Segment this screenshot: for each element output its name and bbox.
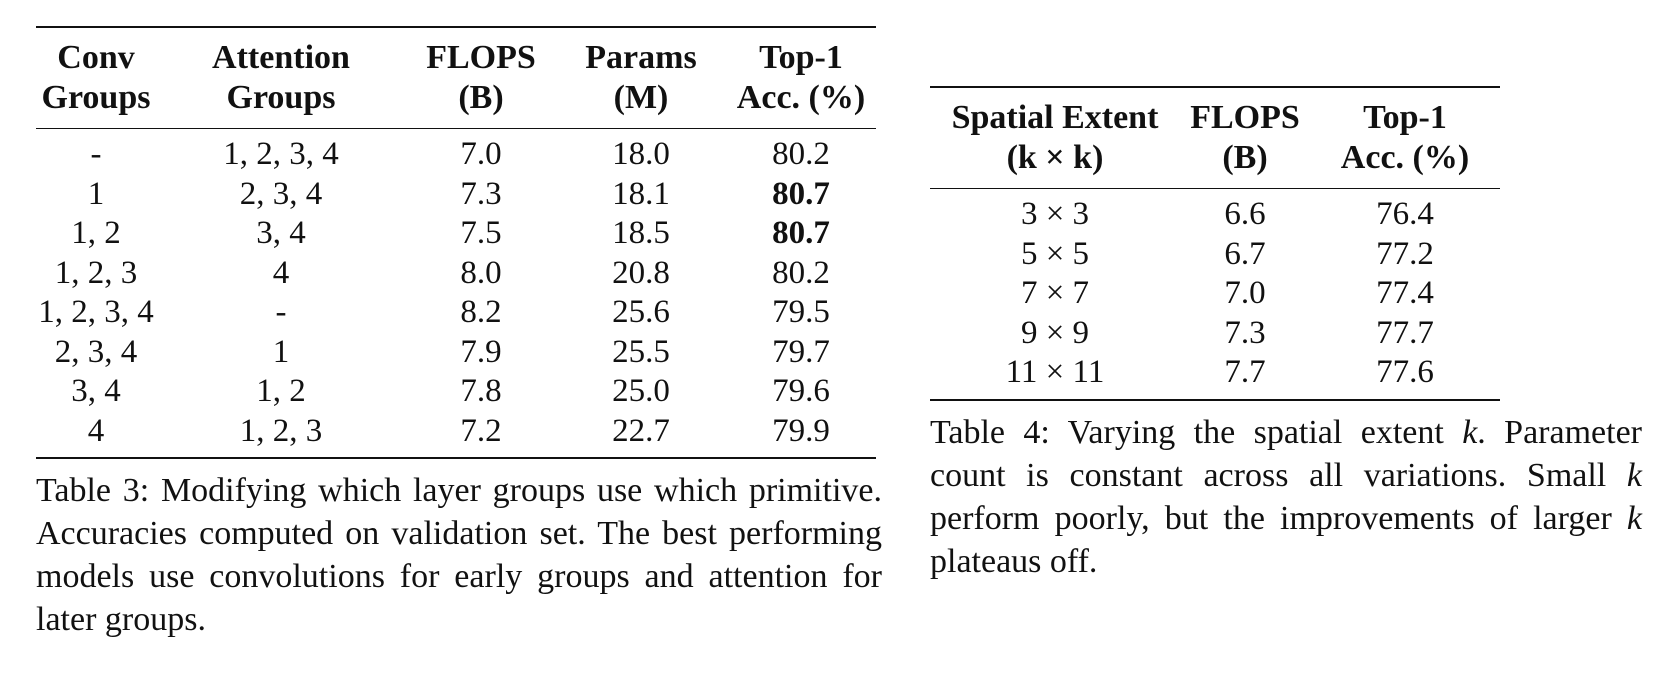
header-flops: FLOPS <box>1190 99 1300 136</box>
cell: - <box>90 136 102 172</box>
cell: 77.4 <box>1376 275 1434 311</box>
cell: 80.2 <box>772 254 830 291</box>
header-top1-unit: Acc. (%) <box>1310 138 1500 189</box>
cell: 8.0 <box>460 254 502 291</box>
table-3-block: Conv Attention FLOPS Params Top-1 Groups… <box>36 26 882 641</box>
header-spatial-extent: Spatial Extent <box>951 99 1159 136</box>
table-row: 1, 2 3, 4 7.5 18.5 80.7 <box>36 214 876 254</box>
cell: 79.9 <box>772 412 830 449</box>
cell: 6.7 <box>1224 235 1266 272</box>
caption-text: plateaus off. <box>930 542 1098 580</box>
cell: 79.6 <box>772 373 830 409</box>
caption-text: Table 4: Varying the spatial extent <box>930 413 1463 451</box>
cell: 1 <box>87 175 105 212</box>
cell: 25.5 <box>612 333 670 370</box>
cell: 7.0 <box>1224 275 1266 311</box>
cell: 25.0 <box>612 373 670 409</box>
table-4-block: Spatial Extent FLOPS Top-1 (k × k) (B) A… <box>930 86 1650 583</box>
cell: 2, 3, 4 <box>239 175 323 212</box>
cell: 1, 2, 3 <box>239 412 323 449</box>
cell: 1, 2 <box>256 373 306 409</box>
table-row: 11 × 11 7.7 77.6 <box>930 353 1500 400</box>
cell: 7.2 <box>460 412 502 449</box>
table-row: 3, 4 1, 2 7.8 25.0 79.6 <box>36 372 876 412</box>
cell: 4 <box>272 254 290 291</box>
table-3: Conv Attention FLOPS Params Top-1 Groups… <box>36 26 876 459</box>
header-top1: Top-1 <box>1363 99 1447 136</box>
cell: 7.0 <box>460 136 502 172</box>
header-flops-unit: (B) <box>1180 138 1310 189</box>
header-flops: FLOPS <box>426 39 536 76</box>
caption-variable-k: k <box>1626 499 1642 537</box>
table-row: 9 × 9 7.3 77.7 <box>930 314 1500 354</box>
header-params: Params <box>585 39 697 76</box>
cell: 77.6 <box>1376 354 1434 390</box>
cell: 7.9 <box>460 333 502 370</box>
cell: 2, 3, 4 <box>54 333 138 370</box>
header-top1-unit: Acc. (%) <box>726 78 876 129</box>
cell: 1, 2, 3, 4 <box>38 294 154 330</box>
caption-text: . Parameter count is constant across all… <box>930 413 1642 494</box>
cell: 4 <box>87 412 105 449</box>
cell-best: 80.7 <box>772 215 830 251</box>
cell: 25.6 <box>612 294 670 330</box>
cell: 7 × 7 <box>1020 275 1090 311</box>
table-row: 1 2, 3, 4 7.3 18.1 80.7 <box>36 175 876 215</box>
table-row: 4 1, 2, 3 7.2 22.7 79.9 <box>36 412 876 459</box>
table-row: 1, 2, 3, 4 - 8.2 25.6 79.5 <box>36 293 876 333</box>
table-row: 1, 2, 3 4 8.0 20.8 80.2 <box>36 254 876 294</box>
table-4: Spatial Extent FLOPS Top-1 (k × k) (B) A… <box>930 86 1500 401</box>
cell: 20.8 <box>612 254 670 291</box>
cell: 9 × 9 <box>1020 314 1090 351</box>
cell: - <box>275 294 287 330</box>
table-row: 5 × 5 6.7 77.2 <box>930 235 1500 275</box>
cell: 11 × 11 <box>1005 354 1105 390</box>
table-row: 3 × 3 6.6 76.4 <box>930 189 1500 235</box>
table-row: 2, 3, 4 1 7.9 25.5 79.7 <box>36 333 876 373</box>
cell: 18.1 <box>612 175 670 212</box>
header-top1: Top-1 <box>759 39 843 76</box>
caption-variable-k: k <box>1626 456 1642 494</box>
header-conv-groups: Conv <box>57 39 135 76</box>
caption-text: perform poorly, but the improvements of … <box>930 499 1627 537</box>
header-conv-groups-line2: Groups <box>36 78 156 129</box>
cell: 7.8 <box>460 373 502 409</box>
header-attention-groups: Attention <box>212 39 350 76</box>
table-4-caption: Table 4: Varying the spatial extent k. P… <box>930 411 1642 583</box>
cell: 3, 4 <box>71 373 121 409</box>
cell: 6.6 <box>1224 196 1266 232</box>
cell-best: 80.7 <box>772 175 830 212</box>
cell: 77.2 <box>1376 235 1434 272</box>
cell: 79.7 <box>772 333 830 370</box>
caption-variable-k: k <box>1462 413 1478 451</box>
cell: 1, 2 <box>71 215 121 251</box>
cell: 5 × 5 <box>1020 235 1090 272</box>
cell: 3, 4 <box>256 215 306 251</box>
cell: 7.3 <box>460 175 502 212</box>
cell: 22.7 <box>612 412 670 449</box>
cell: 79.5 <box>772 294 830 330</box>
cell: 8.2 <box>460 294 502 330</box>
header-spatial-extent-kxk: (k × k) <box>930 138 1180 189</box>
cell: 1, 2, 3, 4 <box>223 136 339 172</box>
header-attention-groups-line2: Groups <box>156 78 406 129</box>
header-params-unit: (M) <box>556 78 726 129</box>
cell: 1 <box>272 333 290 370</box>
cell: 76.4 <box>1376 196 1434 232</box>
cell: 18.0 <box>612 136 670 172</box>
table-row: - 1, 2, 3, 4 7.0 18.0 80.2 <box>36 129 876 175</box>
cell: 7.3 <box>1224 314 1266 351</box>
cell: 1, 2, 3 <box>54 254 138 291</box>
cell: 77.7 <box>1376 314 1434 351</box>
cell: 80.2 <box>772 136 830 172</box>
cell: 18.5 <box>612 215 670 251</box>
cell: 7.7 <box>1224 354 1266 390</box>
cell: 3 × 3 <box>1020 196 1090 232</box>
table-3-caption: Table 3: Modifying which layer groups us… <box>36 472 882 638</box>
cell: 7.5 <box>460 215 502 251</box>
table-row: 7 × 7 7.0 77.4 <box>930 274 1500 314</box>
header-flops-unit: (B) <box>406 78 556 129</box>
